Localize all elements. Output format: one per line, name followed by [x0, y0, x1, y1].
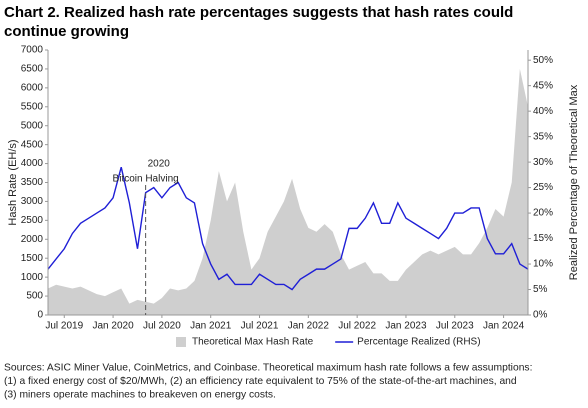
x-tick-label: Jul 2019: [45, 321, 83, 332]
y2-tick-label: 30%: [533, 157, 553, 168]
area: [48, 68, 528, 315]
x-tick-label: Jan 2023: [385, 321, 427, 332]
chart-title: continue growing: [4, 23, 129, 40]
y2-tick-label: 10%: [533, 259, 553, 270]
y-tick-label: 4500: [21, 139, 44, 150]
y-tick-label: 0: [37, 310, 43, 321]
annotation-text: Bitcoin Halving: [113, 174, 179, 185]
y-tick-label: 4000: [21, 158, 44, 169]
y-tick-label: 2000: [21, 234, 44, 245]
legend-swatch: [176, 337, 186, 347]
y2-tick-label: 35%: [533, 131, 553, 142]
annotation-text: 2020: [148, 159, 171, 170]
source-note: (1) a fixed energy cost of $20/MWh, (2) …: [4, 376, 517, 387]
x-tick-label: Jul 2023: [436, 321, 474, 332]
y-tick-label: 500: [26, 291, 43, 302]
y2-tick-label: 25%: [533, 182, 553, 193]
y-tick-label: 1000: [21, 272, 44, 283]
y-tick-label: 6500: [21, 64, 44, 75]
y2-tick-label: 40%: [533, 106, 553, 117]
source-note: Sources: ASIC Miner Value, CoinMetrics, …: [4, 363, 532, 374]
source-note: (3) miners operate machines to breakeven…: [4, 390, 276, 401]
x-tick-label: Jan 2020: [93, 321, 135, 332]
line: [47, 167, 529, 291]
x-tick-label: Jan 2021: [190, 321, 232, 332]
x-tick-label: Jul 2020: [143, 321, 181, 332]
y-tick-label: 3500: [21, 177, 44, 188]
y-tick-label: 6000: [21, 82, 44, 93]
legend-label: Percentage Realized (RHS): [357, 337, 480, 348]
x-tick-label: Jan 2024: [483, 321, 525, 332]
x-tick-label: Jan 2022: [288, 321, 330, 332]
legend-label: Theoretical Max Hash Rate: [192, 337, 314, 348]
y2-tick-label: 0%: [533, 310, 548, 321]
chart-title: Chart 2. Realized hash rate percentages …: [4, 4, 513, 21]
y2-tick-label: 50%: [533, 55, 553, 66]
y-tick-label: 1500: [21, 253, 44, 264]
y2-tick-label: 15%: [533, 233, 553, 244]
y2-axis-label: Realized Percentage of Theoretical Max: [568, 84, 580, 280]
y-tick-label: 7000: [21, 45, 44, 56]
y-tick-label: 3000: [21, 196, 44, 207]
x-tick-label: Jul 2021: [241, 321, 279, 332]
y-tick-label: 5500: [21, 101, 44, 112]
y-tick-label: 2500: [21, 215, 44, 226]
y-axis-label: Hash Rate (EH/s): [7, 139, 19, 225]
y2-tick-label: 5%: [533, 284, 548, 295]
x-tick-label: Jul 2022: [338, 321, 376, 332]
y2-tick-label: 45%: [533, 80, 553, 91]
y2-tick-label: 20%: [533, 208, 553, 219]
y-tick-label: 5000: [21, 120, 44, 131]
